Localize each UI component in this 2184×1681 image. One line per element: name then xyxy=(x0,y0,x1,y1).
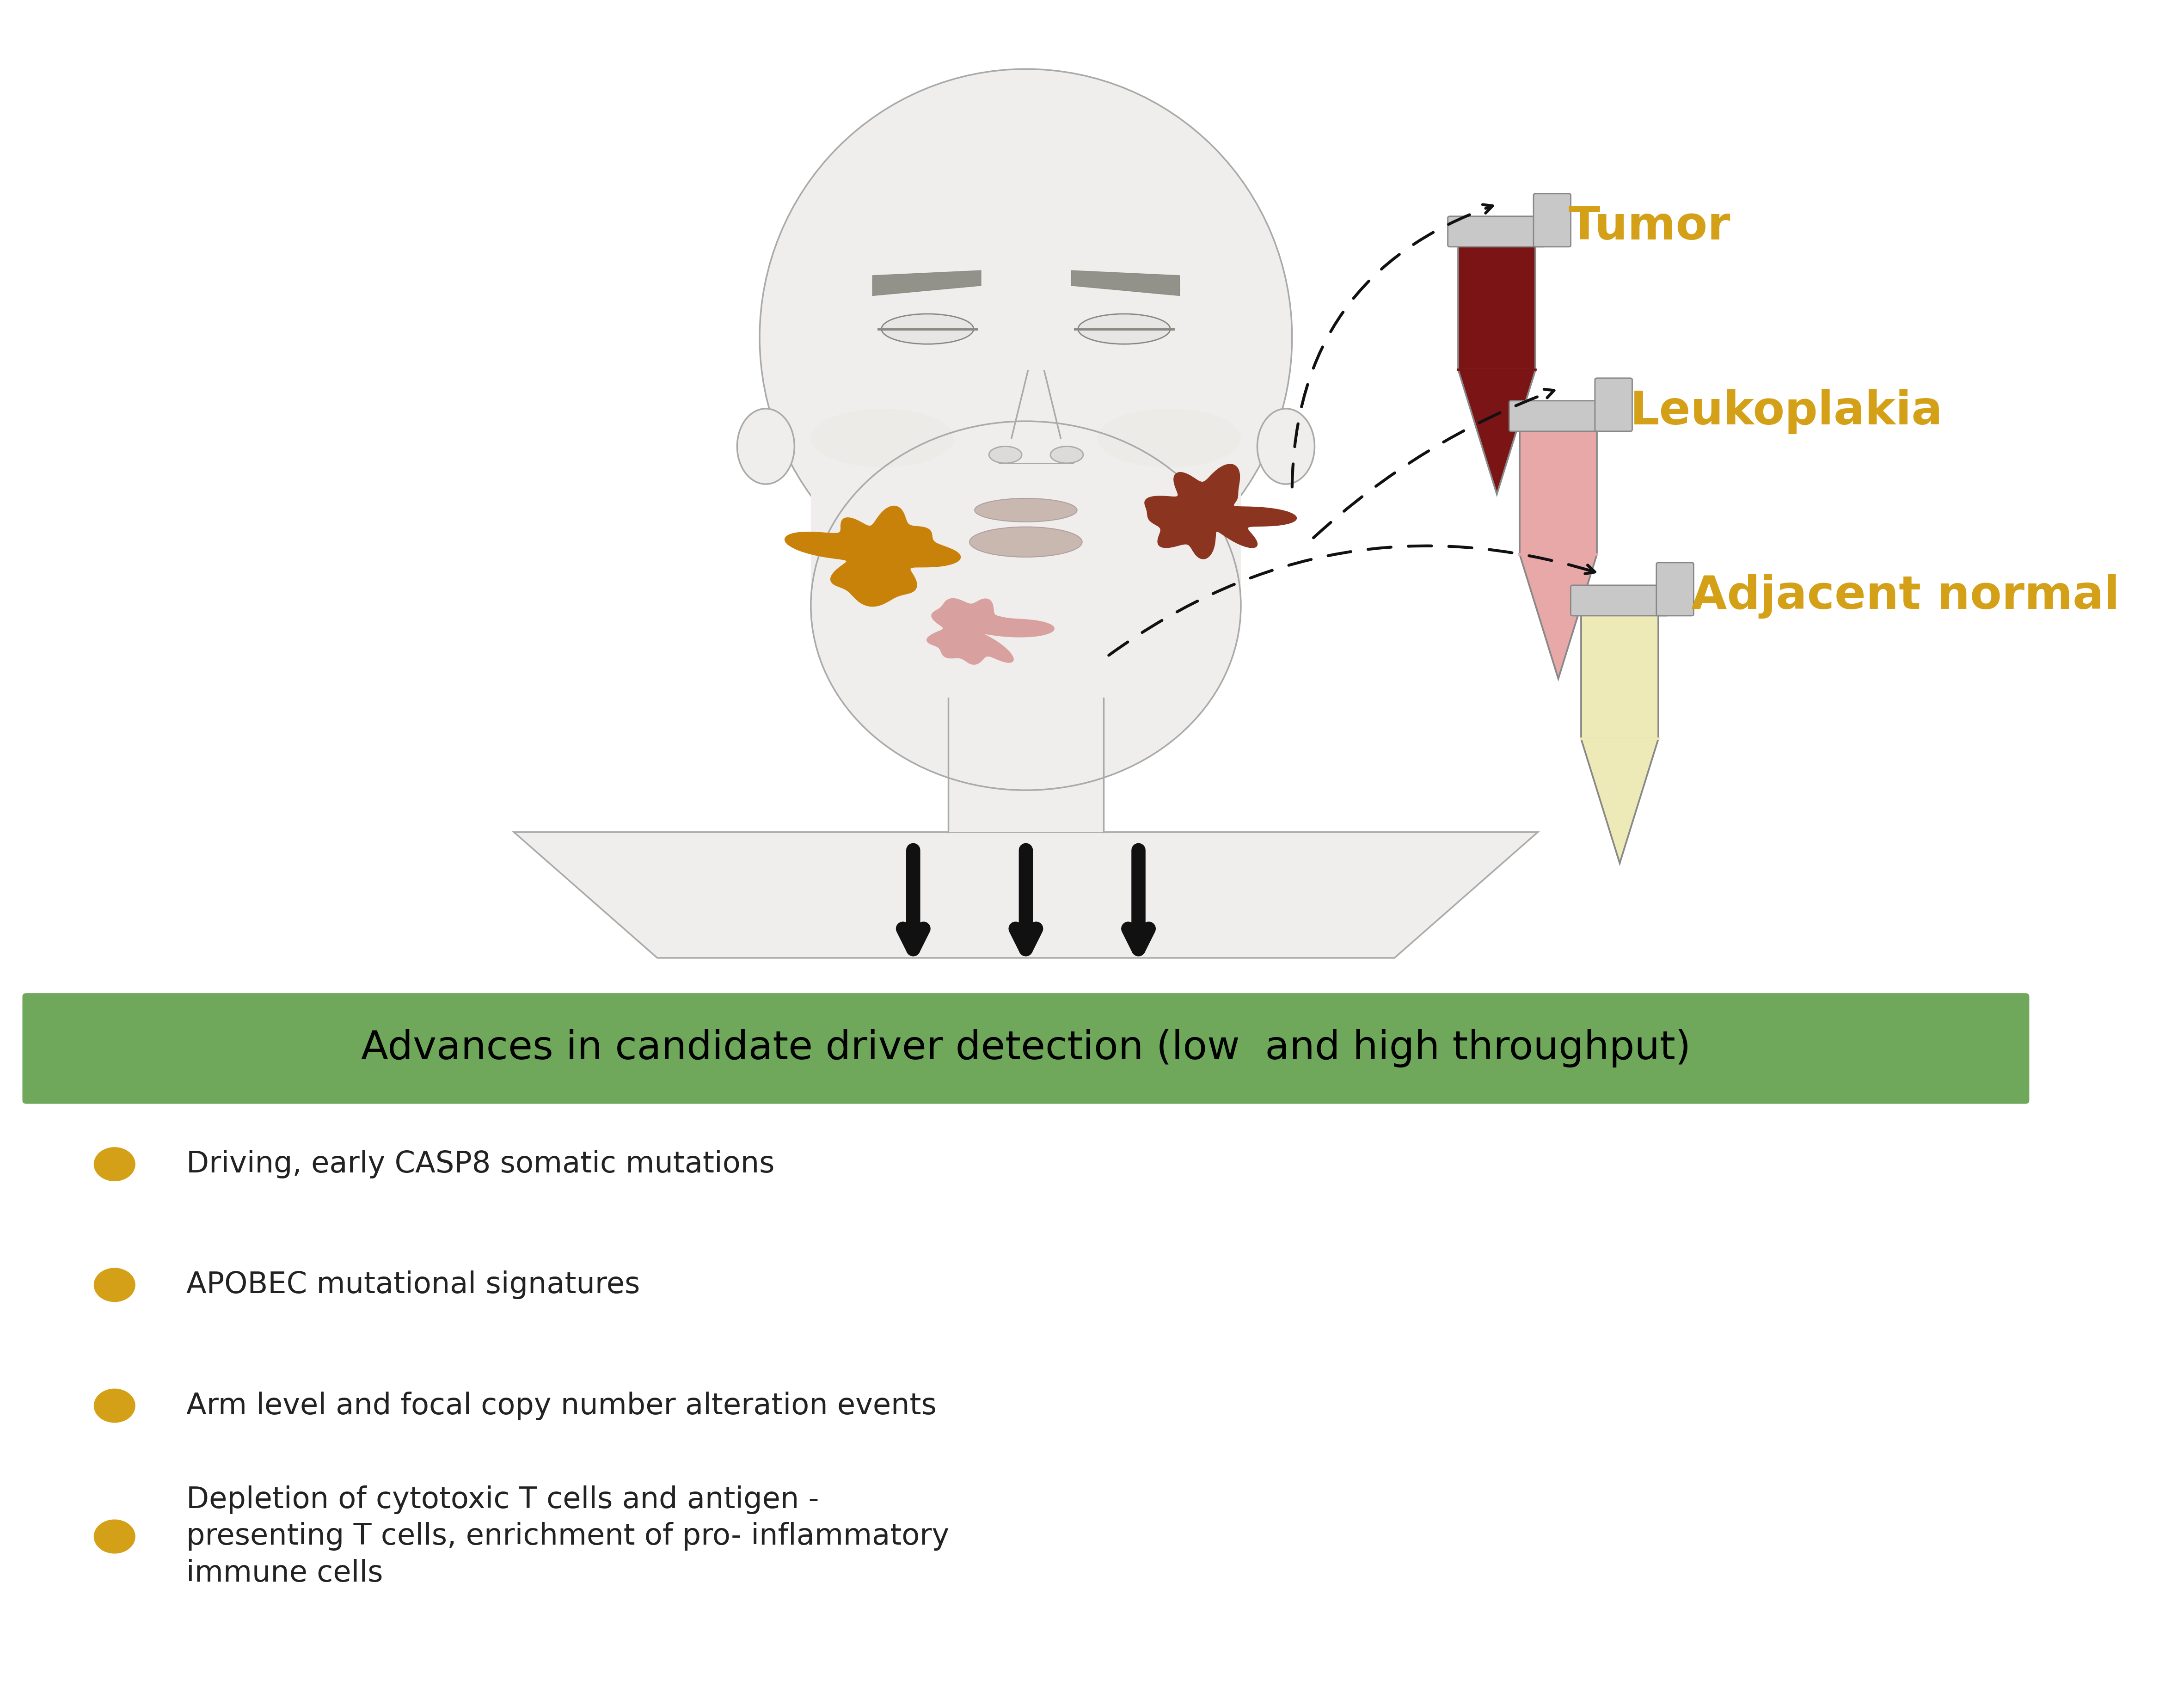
Ellipse shape xyxy=(970,526,1081,556)
Ellipse shape xyxy=(760,69,1293,605)
Text: Arm level and focal copy number alteration events: Arm level and focal copy number alterati… xyxy=(186,1392,937,1420)
Ellipse shape xyxy=(810,422,1241,790)
Polygon shape xyxy=(1520,555,1597,679)
Ellipse shape xyxy=(989,447,1022,464)
Ellipse shape xyxy=(1099,408,1241,467)
FancyBboxPatch shape xyxy=(1581,614,1658,738)
FancyBboxPatch shape xyxy=(810,422,1241,622)
Text: Driving, early CASP8 somatic mutations: Driving, early CASP8 somatic mutations xyxy=(186,1150,775,1178)
Ellipse shape xyxy=(974,498,1077,521)
Text: Tumor: Tumor xyxy=(1568,205,1730,249)
FancyBboxPatch shape xyxy=(1459,245,1535,370)
Polygon shape xyxy=(1144,464,1297,560)
Text: Depletion of cytotoxic T cells and antigen -
presenting T cells, enrichment of p: Depletion of cytotoxic T cells and antig… xyxy=(186,1486,950,1587)
Circle shape xyxy=(94,1520,135,1553)
Text: APOBEC mutational signatures: APOBEC mutational signatures xyxy=(186,1271,640,1299)
Polygon shape xyxy=(784,506,961,607)
FancyBboxPatch shape xyxy=(1533,193,1570,247)
Circle shape xyxy=(94,1148,135,1182)
Ellipse shape xyxy=(1258,408,1315,484)
Polygon shape xyxy=(513,832,1538,958)
Ellipse shape xyxy=(1079,314,1171,345)
Ellipse shape xyxy=(810,408,954,467)
Text: Advances in candidate driver detection (low  and high throughput): Advances in candidate driver detection (… xyxy=(360,1029,1690,1067)
Circle shape xyxy=(94,1389,135,1422)
Ellipse shape xyxy=(738,408,795,484)
Polygon shape xyxy=(1581,738,1658,862)
Polygon shape xyxy=(1459,370,1535,494)
FancyBboxPatch shape xyxy=(948,681,1103,832)
FancyBboxPatch shape xyxy=(1655,563,1693,615)
Text: Adjacent normal: Adjacent normal xyxy=(1690,573,2121,619)
Circle shape xyxy=(94,1267,135,1301)
FancyBboxPatch shape xyxy=(22,993,2029,1104)
FancyBboxPatch shape xyxy=(1520,430,1597,555)
FancyBboxPatch shape xyxy=(1509,400,1607,432)
Ellipse shape xyxy=(1051,447,1083,464)
Ellipse shape xyxy=(882,314,974,345)
FancyBboxPatch shape xyxy=(1594,378,1631,432)
FancyBboxPatch shape xyxy=(1570,585,1669,615)
FancyBboxPatch shape xyxy=(1448,217,1546,247)
Text: Leukoplakia: Leukoplakia xyxy=(1629,388,1944,434)
Polygon shape xyxy=(926,598,1055,664)
